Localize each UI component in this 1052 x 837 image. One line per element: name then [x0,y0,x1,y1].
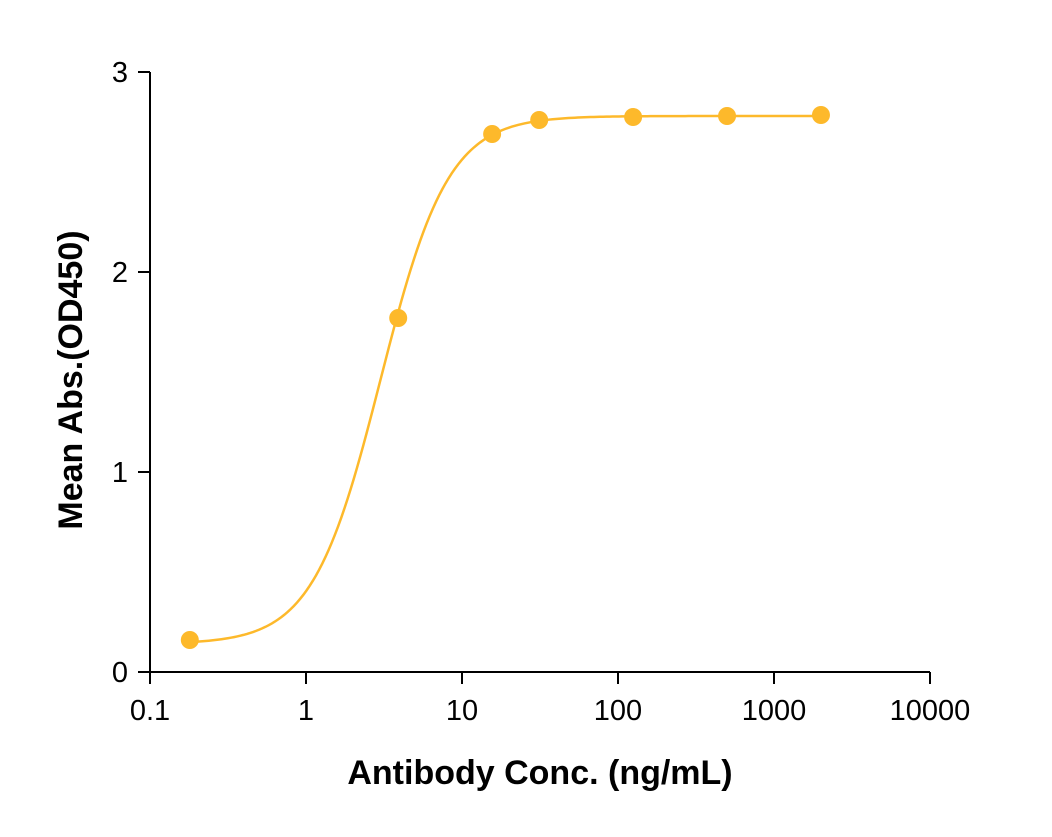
x-tick-label: 100 [594,695,642,727]
y-tick-label: 0 [112,657,128,689]
data-point [483,125,502,143]
y-tick-label: 2 [112,257,128,289]
fit-curve [189,114,821,644]
y-axis-title: Mean Abs.(OD450) [52,230,90,529]
data-point [718,107,737,125]
x-tick-label: 10000 [890,695,971,727]
data-point [624,108,643,126]
data-points [180,106,830,649]
axes [149,72,930,673]
x-tick-label: 1 [298,695,314,727]
data-point [389,309,408,327]
data-point [180,631,199,649]
data-point [811,106,830,124]
y-tick-label: 1 [112,457,128,489]
x-tick-label: 1000 [742,695,807,727]
y-tick-label: 3 [112,57,128,89]
x-tick-label: 0.1 [130,695,170,727]
ticks: 0.1 1 10 100 1000 10000 0 1 2 3 [112,57,970,727]
x-tick-label: 10 [446,695,478,727]
x-axis-title: Antibody Conc. (ng/mL) [347,754,732,792]
data-point [530,111,549,129]
